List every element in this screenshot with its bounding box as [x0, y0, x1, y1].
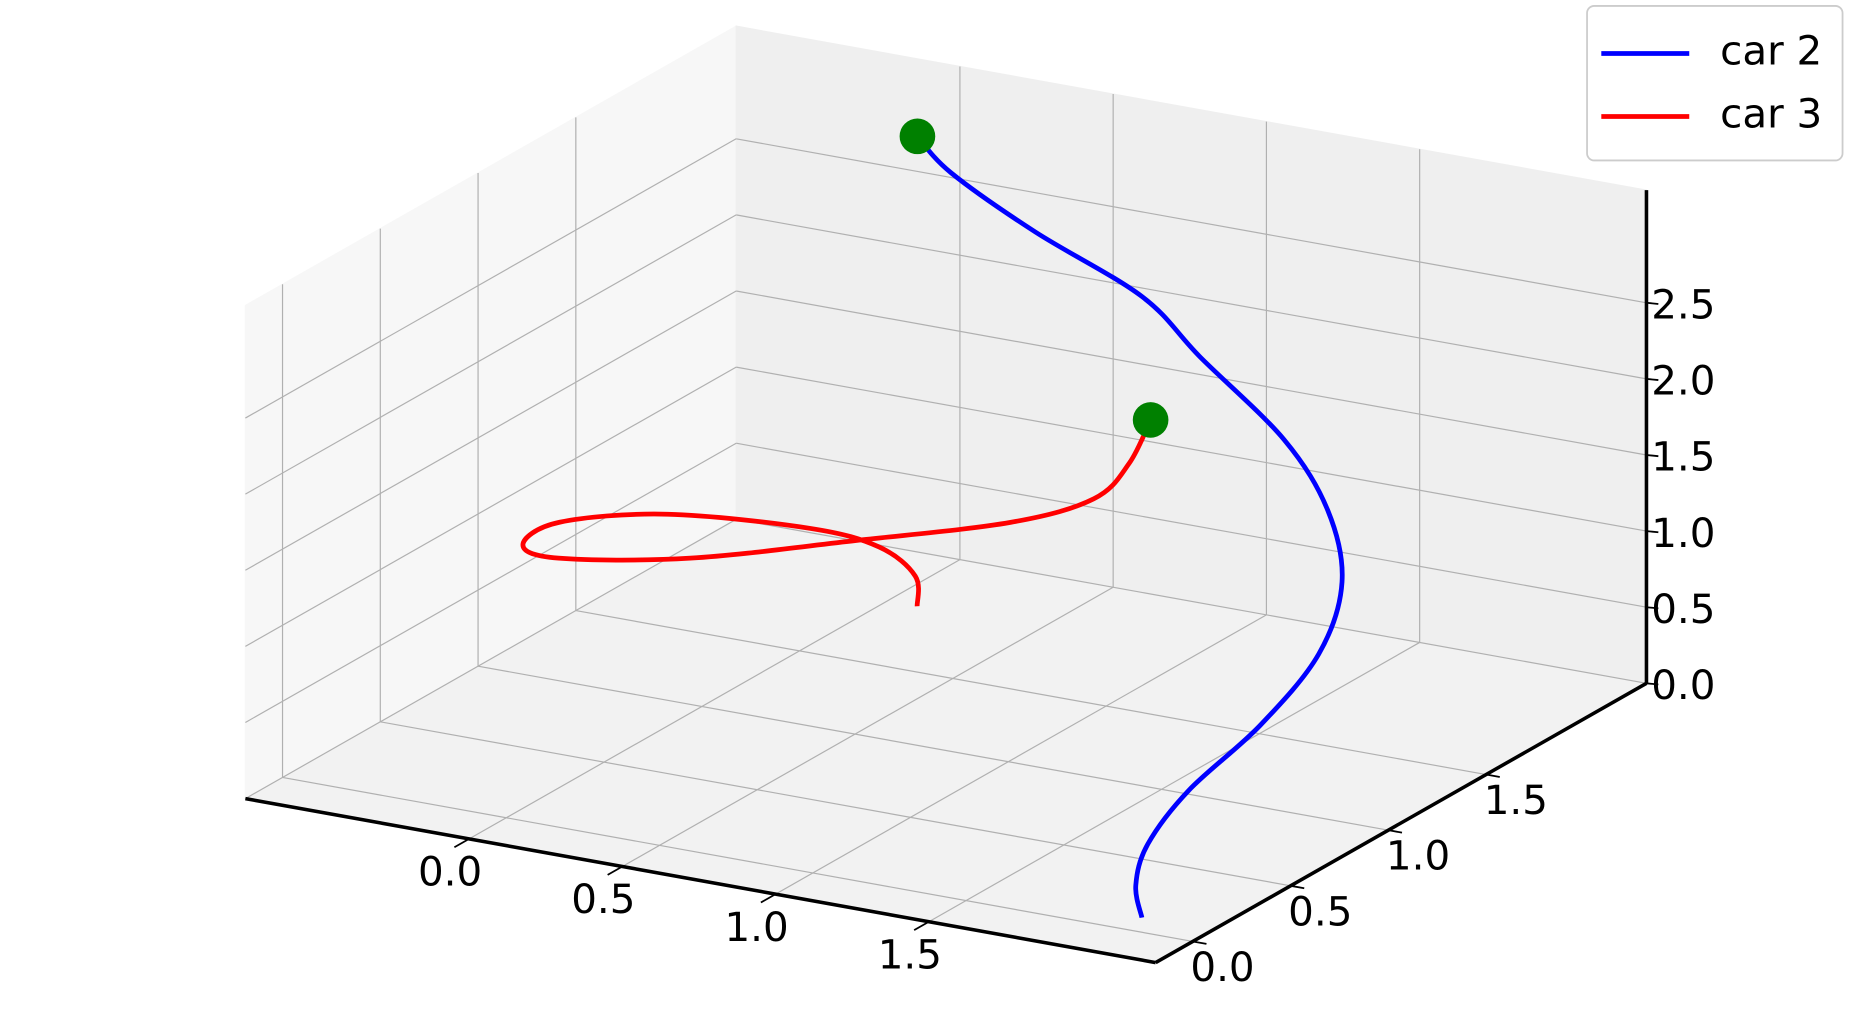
y-tick-label: 0.0: [1190, 943, 1254, 991]
grid-line: [736, 138, 1647, 304]
legend-label: car 3: [1720, 89, 1822, 137]
x-tick-label: 0.5: [571, 875, 635, 923]
grid-line: [245, 214, 737, 495]
grid-line: [282, 776, 1193, 943]
grid-line: [736, 518, 1647, 684]
grid-line: [245, 442, 737, 723]
z-tick: [1646, 301, 1659, 305]
y-tick-label: 0.5: [1288, 887, 1352, 935]
z-tick-label: 2.0: [1651, 357, 1715, 405]
grid-line: [928, 641, 1420, 923]
grid-line: [775, 614, 1267, 895]
grid-line: [245, 290, 737, 571]
x-tick: [760, 893, 777, 904]
x-tick: [453, 838, 470, 849]
x-tick: [607, 865, 623, 876]
grid-line: [736, 366, 1647, 532]
grid-line: [736, 214, 1647, 380]
y-axis: [1154, 681, 1648, 965]
z-tick: [1646, 530, 1659, 534]
grid-line: [245, 518, 737, 800]
z-tick-label: 1.5: [1651, 433, 1715, 481]
z-tick: [1646, 377, 1659, 381]
z-tick-label: 1.0: [1651, 509, 1715, 557]
z-tick-label: 0.0: [1651, 661, 1715, 709]
panes: [243, 25, 1649, 964]
grid-line: [736, 442, 1647, 608]
grid-line: [736, 290, 1647, 456]
grid-line: [245, 138, 737, 419]
grid-line: [477, 665, 1389, 831]
grid-line: [245, 366, 737, 647]
start-marker: [1132, 402, 1169, 438]
start-marker: [899, 118, 936, 155]
axes: 0.0 0.5 1.0 1.5 0.0 0.5 1.0 1.5 0.0 0.5 1.0 1.5 2.0 2…: [245, 190, 1715, 991]
y-tick-label: 1.5: [1484, 776, 1548, 824]
z-tick: [1646, 606, 1659, 610]
plot-area: [520, 118, 1345, 919]
x-tick-label: 1.0: [724, 903, 788, 951]
x-axis: [245, 796, 1156, 965]
grid-line: [622, 586, 1114, 868]
grid-line: [468, 559, 961, 840]
x-tick: [913, 920, 930, 931]
z-tick: [1646, 682, 1659, 686]
legend: car 2 car 3: [1586, 5, 1844, 162]
legend-box: [1586, 5, 1844, 162]
z-tick-label: 0.5: [1651, 585, 1715, 633]
trajectory-line: [520, 418, 1153, 607]
grid-line: [575, 609, 1487, 776]
grid: [245, 66, 1647, 943]
trajectory-line: [915, 134, 1345, 919]
legend-label: car 2: [1720, 26, 1822, 74]
y-tick-label: 1.0: [1386, 832, 1450, 880]
z-tick: [1646, 454, 1659, 458]
x-tick-label: 1.5: [878, 930, 942, 978]
z-tick-label: 2.5: [1651, 281, 1715, 329]
x-tick-label: 0.0: [418, 848, 482, 896]
